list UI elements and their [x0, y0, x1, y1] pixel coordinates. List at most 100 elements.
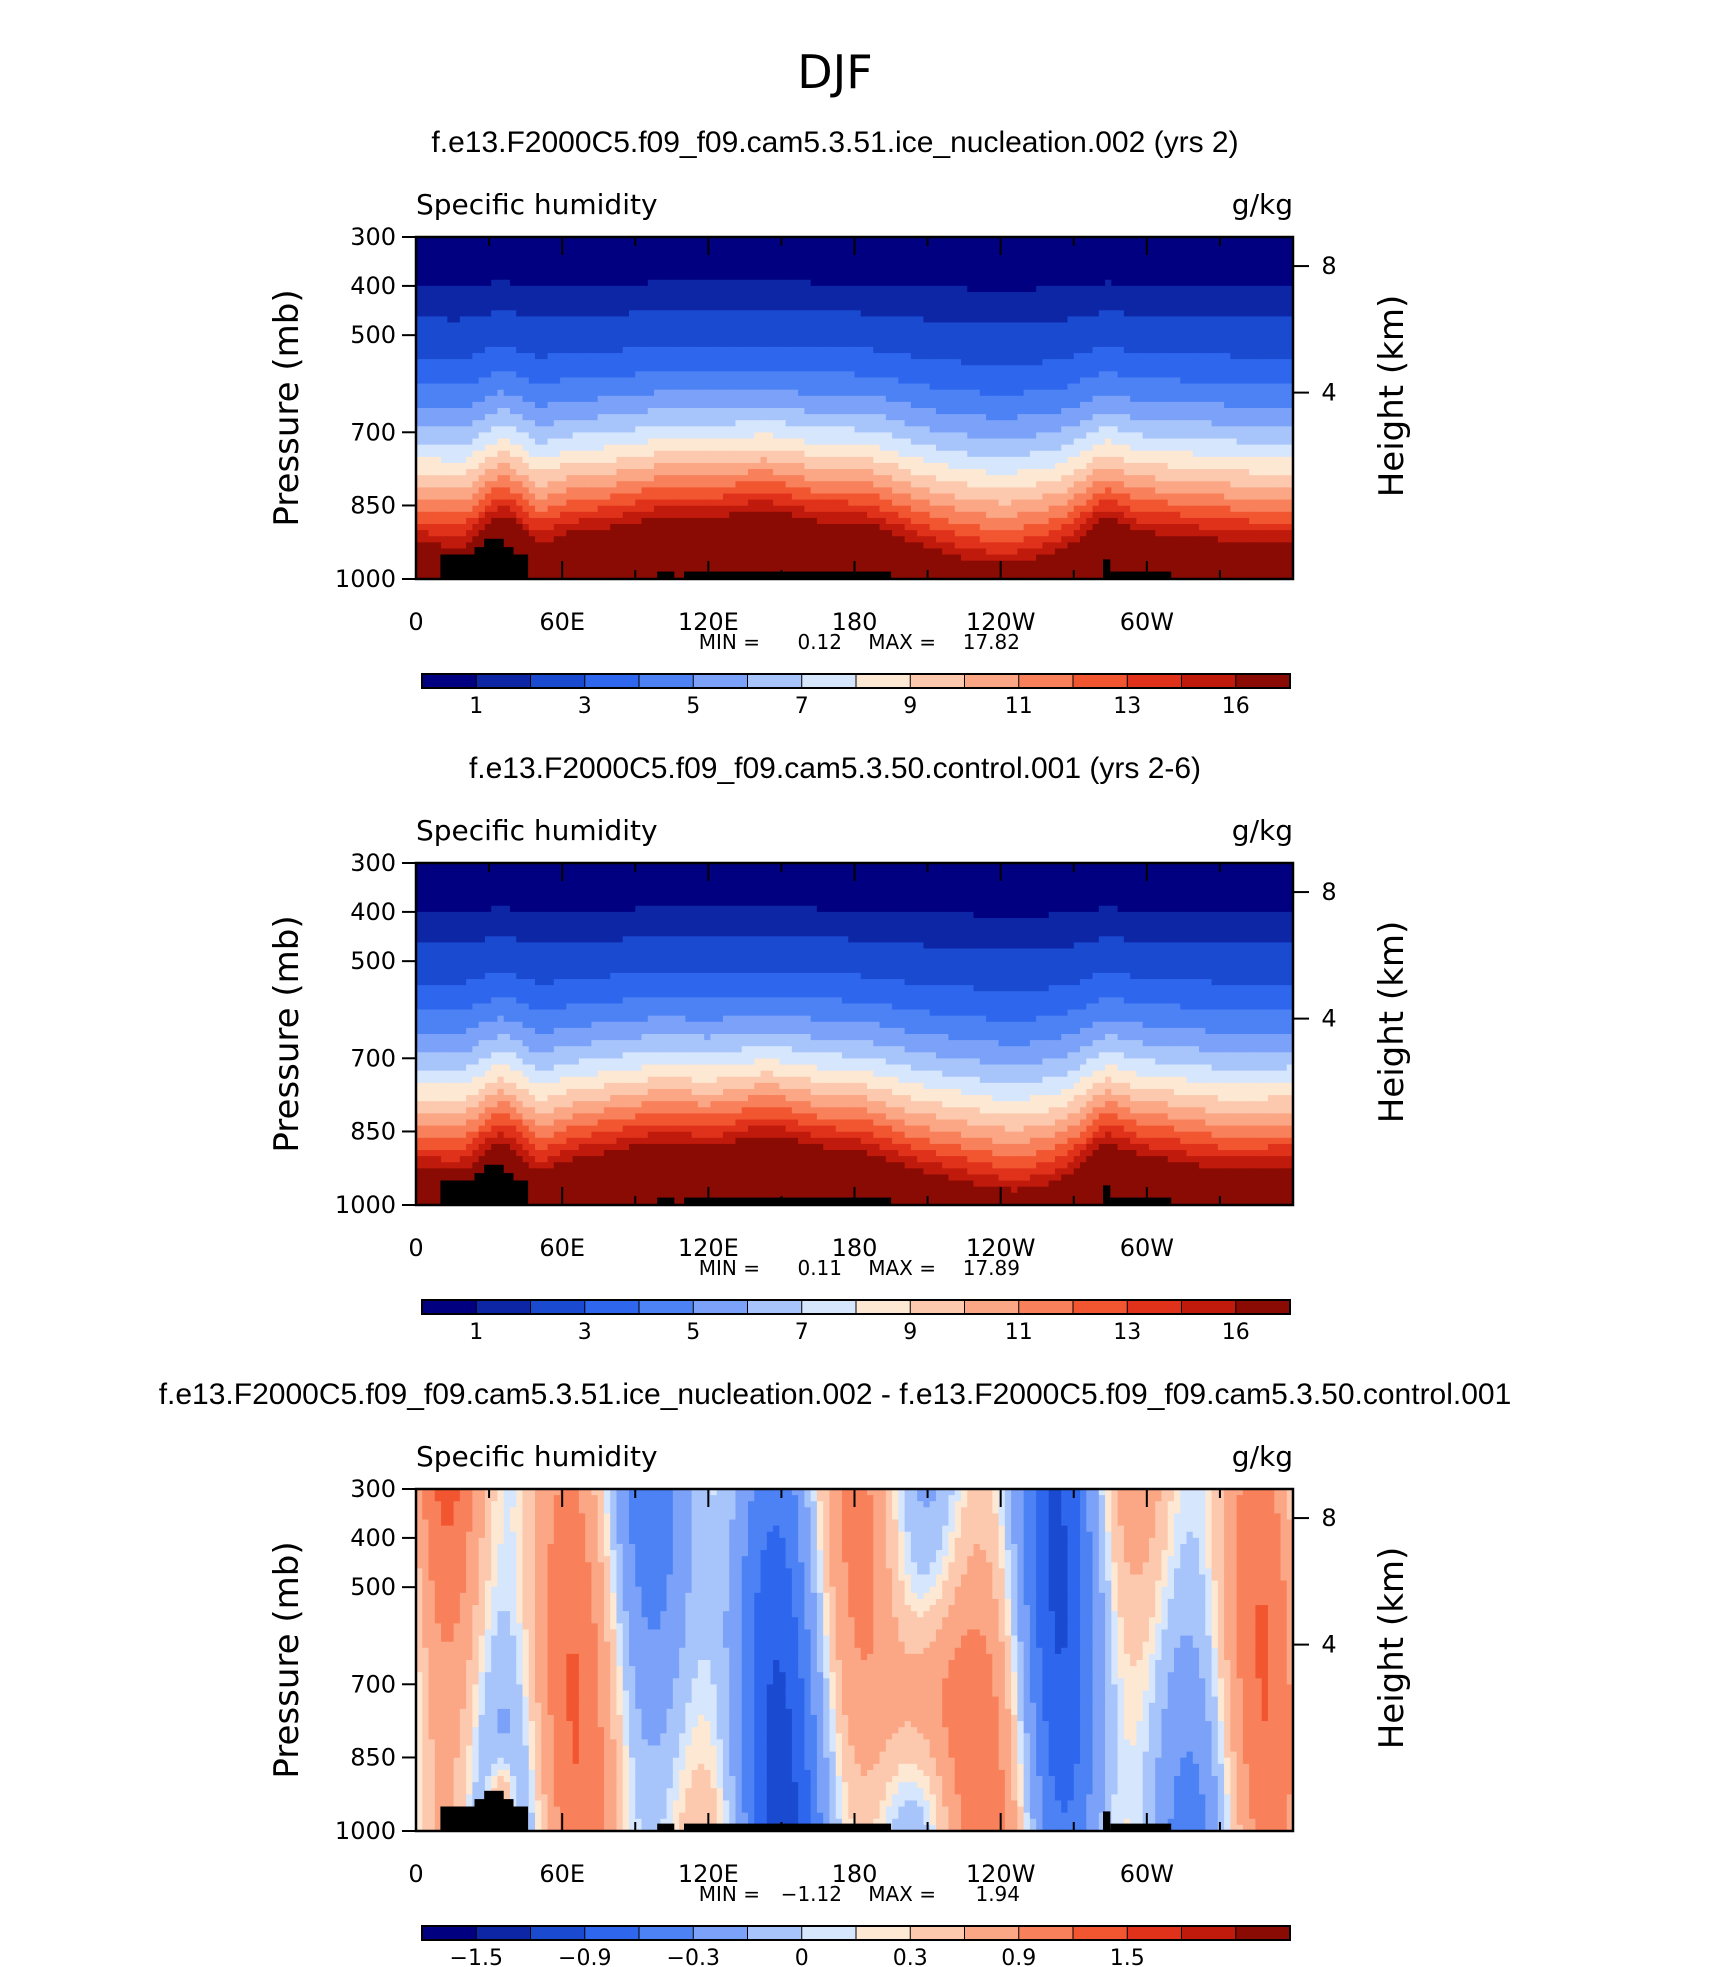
- field-cell: [1093, 341, 1100, 348]
- field-cell: [792, 347, 799, 354]
- field-cell: [1118, 432, 1125, 439]
- field-cell: [1030, 329, 1037, 336]
- field-cell: [454, 280, 461, 287]
- field-cell: [911, 329, 918, 336]
- field-cell: [629, 420, 636, 427]
- field-cell: [936, 347, 943, 354]
- field-cell: [842, 432, 849, 439]
- field-cell: [1067, 384, 1074, 391]
- field-cell: [967, 451, 974, 458]
- field-cell: [598, 341, 605, 348]
- field-cell: [1086, 323, 1093, 330]
- field-cell: [1187, 243, 1194, 250]
- field-cell: [1017, 280, 1024, 287]
- field-cell: [817, 329, 824, 336]
- field-cell: [1155, 445, 1162, 452]
- field-cell: [1118, 329, 1125, 336]
- field-cell: [817, 365, 824, 372]
- field-cell: [591, 390, 598, 397]
- field-cell: [710, 396, 717, 403]
- field-cell: [616, 439, 623, 446]
- field-cell: [548, 292, 555, 299]
- field-cell: [886, 323, 893, 330]
- field-cell: [516, 261, 523, 268]
- field-cell: [911, 249, 918, 256]
- field-cell: [999, 304, 1006, 311]
- field-cell: [842, 402, 849, 409]
- field-cell: [967, 286, 974, 293]
- field-cell: [1111, 408, 1118, 415]
- field-cell: [754, 243, 761, 250]
- field-cell: [1055, 396, 1062, 403]
- field-cell: [660, 384, 667, 391]
- field-cell: [735, 274, 742, 281]
- field-cell: [516, 420, 523, 427]
- field-cell: [497, 316, 504, 323]
- field-cell: [535, 445, 542, 452]
- field-cell: [479, 304, 486, 311]
- field-cell: [504, 432, 511, 439]
- field-cell: [1061, 390, 1068, 397]
- field-cell: [1036, 359, 1043, 366]
- field-cell: [717, 353, 724, 360]
- field-cell: [598, 402, 605, 409]
- field-cell: [1111, 329, 1118, 336]
- field-cell: [1111, 316, 1118, 323]
- field-cell: [623, 255, 630, 262]
- field-cell: [541, 280, 548, 287]
- field-cell: [729, 292, 736, 299]
- field-cell: [1074, 432, 1081, 439]
- field-cell: [1061, 341, 1068, 348]
- field-cell: [761, 268, 768, 275]
- field-cell: [673, 329, 680, 336]
- field-cell: [1105, 261, 1112, 268]
- field-cell: [541, 304, 548, 311]
- field-cell: [485, 261, 492, 268]
- field-cell: [1042, 323, 1049, 330]
- field-cell: [717, 249, 724, 256]
- field-cell: [1237, 341, 1244, 348]
- field-cell: [1049, 384, 1056, 391]
- field-cell: [472, 268, 479, 275]
- field-cell: [1111, 402, 1118, 409]
- field-cell: [491, 261, 498, 268]
- field-cell: [429, 335, 436, 342]
- field-cell: [1111, 432, 1118, 439]
- field-cell: [1224, 414, 1231, 421]
- field-cell: [1249, 255, 1256, 262]
- field-cell: [1174, 402, 1181, 409]
- field-cell: [1187, 371, 1194, 378]
- field-cell: [1080, 280, 1087, 287]
- field-cell: [861, 261, 868, 268]
- field-cell: [1155, 371, 1162, 378]
- panel-title: f.e13.F2000C5.f09_f09.cam5.3.51.ice_nucl…: [431, 126, 1238, 159]
- field-cell: [1205, 274, 1212, 281]
- field-cell: [767, 365, 774, 372]
- field-cell: [598, 396, 605, 403]
- field-cell: [880, 414, 887, 421]
- field-cell: [855, 261, 862, 268]
- field-cell: [1187, 414, 1194, 421]
- field-cell: [554, 280, 561, 287]
- field-cell: [974, 249, 981, 256]
- field-cell: [529, 341, 536, 348]
- field-cell: [541, 261, 548, 268]
- field-cell: [1093, 280, 1100, 287]
- field-cell: [961, 261, 968, 268]
- field-cell: [660, 298, 667, 305]
- field-cell: [685, 359, 692, 366]
- field-cell: [698, 249, 705, 256]
- field-cell: [880, 286, 887, 293]
- field-cell: [836, 335, 843, 342]
- field-cell: [880, 268, 887, 275]
- field-cell: [1030, 377, 1037, 384]
- field-cell: [748, 323, 755, 330]
- field-cell: [654, 335, 661, 342]
- field-cell: [1230, 286, 1237, 293]
- field-cell: [1168, 286, 1175, 293]
- field-cell: [829, 329, 836, 336]
- field-cell: [1205, 445, 1212, 452]
- field-cell: [548, 280, 555, 287]
- field-cell: [1143, 414, 1150, 421]
- field-cell: [1005, 432, 1012, 439]
